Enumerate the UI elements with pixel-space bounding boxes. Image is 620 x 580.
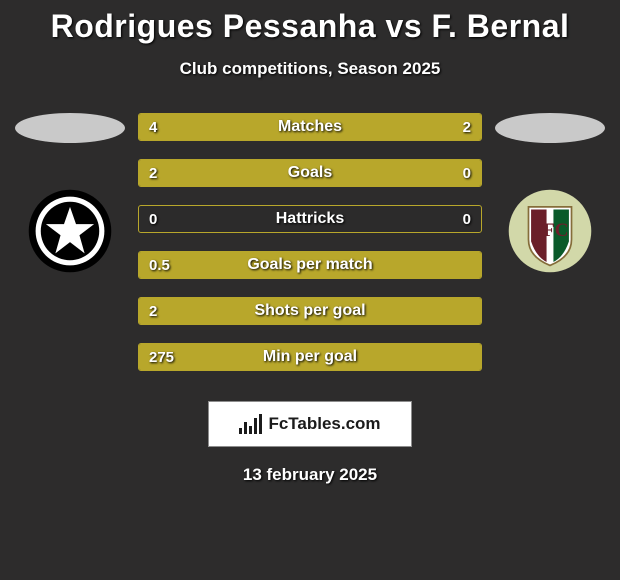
right-player-photo: [495, 113, 605, 143]
stat-bar: 20Goals: [138, 159, 482, 187]
comparison-row: 42Matches 20Goals 00Hattricks 0.5Goals per …: [10, 113, 610, 389]
brand-chart-icon: [239, 414, 262, 434]
stat-label: Goals: [139, 160, 481, 186]
subtitle: Club competitions, Season 2025: [10, 59, 610, 79]
stat-label: Shots per goal: [139, 298, 481, 324]
right-player-col: FFC: [490, 113, 610, 274]
page-title: Rodrigues Pessanha vs F. Bernal: [10, 0, 610, 45]
stat-label: Min per goal: [139, 344, 481, 370]
stat-bar: 275Min per goal: [138, 343, 482, 371]
footer-date: 13 february 2025: [10, 465, 610, 485]
brand-badge[interactable]: FcTables.com: [208, 401, 412, 447]
stat-label: Hattricks: [139, 206, 481, 232]
stat-label: Matches: [139, 114, 481, 140]
fluminense-icon: FFC: [507, 188, 593, 274]
botafogo-icon: [27, 188, 113, 274]
left-player-photo: [15, 113, 125, 143]
brand-text: FcTables.com: [268, 414, 380, 434]
stat-label: Goals per match: [139, 252, 481, 278]
stat-bar: 2Shots per goal: [138, 297, 482, 325]
stats-bars: 42Matches 20Goals 00Hattricks 0.5Goals per …: [130, 113, 490, 389]
right-club-logo: FFC: [507, 188, 593, 274]
stat-bar: 0.5Goals per match: [138, 251, 482, 279]
left-club-logo: [27, 188, 113, 274]
stat-bar: 00Hattricks: [138, 205, 482, 233]
stat-bar: 42Matches: [138, 113, 482, 141]
svg-text:FFC: FFC: [532, 220, 569, 241]
left-player-col: [10, 113, 130, 274]
